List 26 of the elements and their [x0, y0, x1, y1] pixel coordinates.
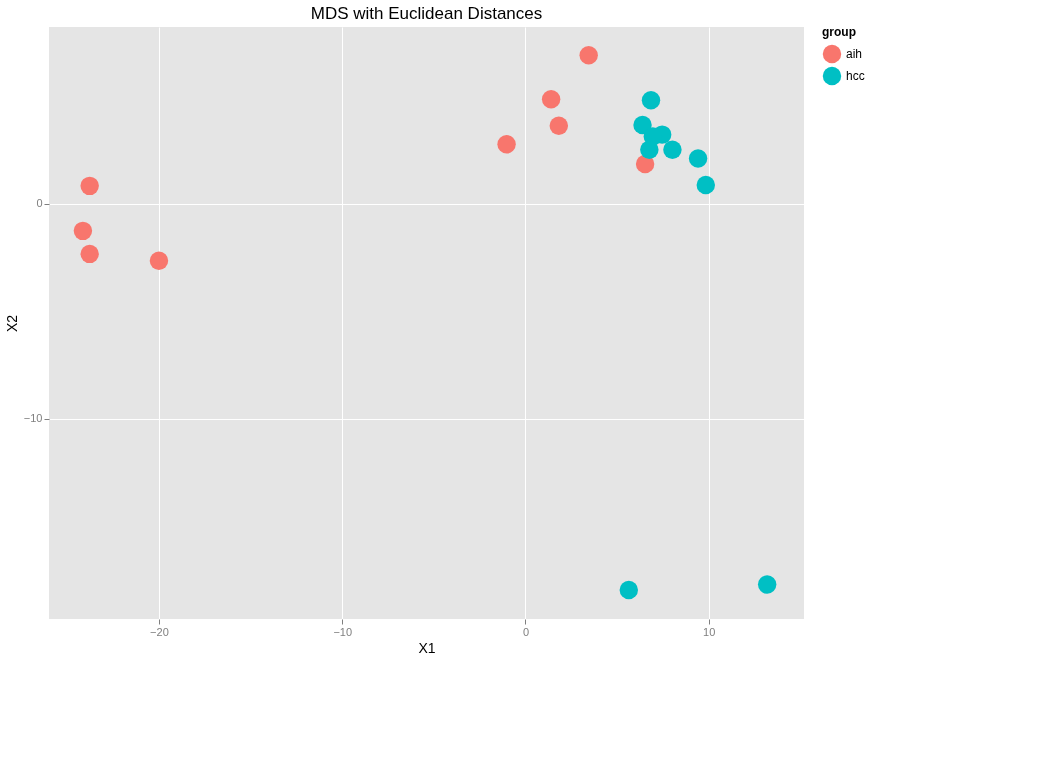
- point: [641, 90, 661, 110]
- point: [688, 149, 708, 168]
- y-axis-title: X2: [3, 314, 20, 333]
- x-tick-label: 0: [522, 625, 530, 638]
- x-tick-label: −10: [333, 625, 353, 638]
- point: [619, 580, 639, 600]
- point: [497, 135, 516, 154]
- x-tick-label: −20: [150, 625, 169, 638]
- x-tick-label: 10: [703, 625, 716, 638]
- point: [80, 176, 99, 196]
- point: [541, 90, 561, 109]
- point: [640, 140, 659, 159]
- point: [549, 116, 569, 136]
- point: [633, 115, 652, 135]
- chart-title: MDS with Euclidean Distances: [310, 4, 543, 23]
- point: [80, 244, 99, 264]
- point: [757, 575, 777, 594]
- point: [579, 46, 598, 65]
- legend-title: group: [822, 25, 856, 39]
- legend-label: aih: [846, 47, 863, 61]
- legend-label: hcc: [846, 69, 865, 83]
- x-axis-title: X1: [418, 639, 436, 656]
- point: [663, 140, 682, 159]
- point: [696, 175, 715, 195]
- point: [149, 251, 169, 270]
- point: [73, 221, 93, 241]
